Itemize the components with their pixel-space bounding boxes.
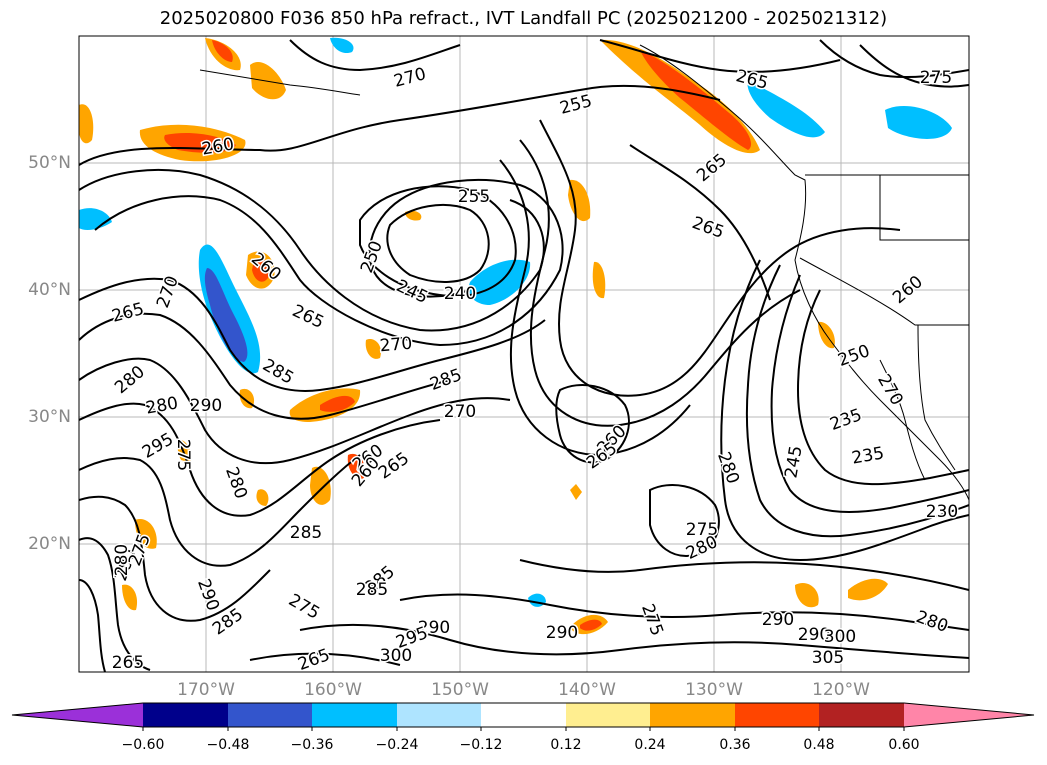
- coastlines: [199, 44, 969, 501]
- colorbar-band: [143, 703, 228, 727]
- colorbar-tick: −0.36: [290, 737, 334, 753]
- lon-label-140w: 140°W: [558, 680, 616, 700]
- colorbar-tick: 0.60: [888, 737, 920, 753]
- map-frame: [78, 35, 970, 673]
- contour-label: 255: [458, 187, 490, 207]
- contour-label: 275: [920, 68, 952, 88]
- contour-label: 290: [190, 396, 222, 416]
- contour-label: 280: [144, 393, 179, 418]
- lon-label-160w: 160°W: [304, 680, 362, 700]
- contour-label: 300: [380, 646, 412, 666]
- shading: [79, 37, 952, 635]
- contour-label: 290: [418, 618, 450, 638]
- colorbar-band: [312, 703, 397, 727]
- colorbar-band: [481, 703, 566, 727]
- colorbar-tick: −0.60: [121, 737, 165, 753]
- contour-lines: [79, 39, 969, 672]
- colorbar-band: [228, 703, 312, 727]
- colorbar-tick: 0.48: [803, 737, 835, 753]
- colorbar-band: [819, 703, 904, 727]
- contour-label: 275: [686, 520, 718, 540]
- contour-label: 265: [112, 653, 144, 673]
- contour-label: 230: [926, 502, 958, 522]
- contour-label: 300: [824, 627, 856, 647]
- colorbar-tick: 0.24: [634, 737, 666, 753]
- colorbar-band: [650, 703, 735, 727]
- colorbar-band: [397, 703, 481, 727]
- contour-label: 290: [762, 610, 794, 630]
- contour-label: 240: [444, 284, 476, 304]
- colorbar-tick: 0.12: [550, 737, 582, 753]
- colorbar-extend-high: [904, 703, 1034, 727]
- contour-label: 290: [798, 625, 830, 645]
- colorbar-band: [566, 703, 650, 727]
- lon-label-120w: 120°W: [812, 680, 870, 700]
- contour-label: 280: [112, 544, 132, 576]
- map-title: 2025020800 F036 850 hPa refract., IVT La…: [159, 8, 888, 29]
- colorbar-tick: −0.12: [459, 737, 503, 753]
- contour-label: 285: [290, 523, 322, 543]
- contour-label: 290: [546, 623, 578, 643]
- contour-label: 275: [173, 439, 193, 471]
- lat-label-50n: 50°N: [28, 153, 71, 173]
- colorbar-tick: 0.36: [719, 737, 751, 753]
- lat-label-40n: 40°N: [28, 280, 71, 300]
- lon-label-170w: 170°W: [177, 680, 235, 700]
- lon-label-150w: 150°W: [431, 680, 489, 700]
- contour-label: 270: [444, 402, 476, 422]
- colorbar-extend-low: [12, 703, 143, 727]
- lon-label-130w: 130°W: [685, 680, 743, 700]
- contour-label: 285: [356, 580, 388, 600]
- lat-label-30n: 30°N: [28, 407, 71, 427]
- contour-label: 305: [812, 648, 844, 668]
- colorbar-band: [735, 703, 819, 727]
- contour-label: 255: [558, 91, 595, 119]
- colorbar-tick: −0.48: [206, 737, 250, 753]
- contour-label: 270: [379, 334, 413, 357]
- lat-label-20n: 20°N: [28, 534, 71, 554]
- colorbar: [11, 702, 1035, 731]
- colorbar-tick: −0.24: [375, 737, 419, 753]
